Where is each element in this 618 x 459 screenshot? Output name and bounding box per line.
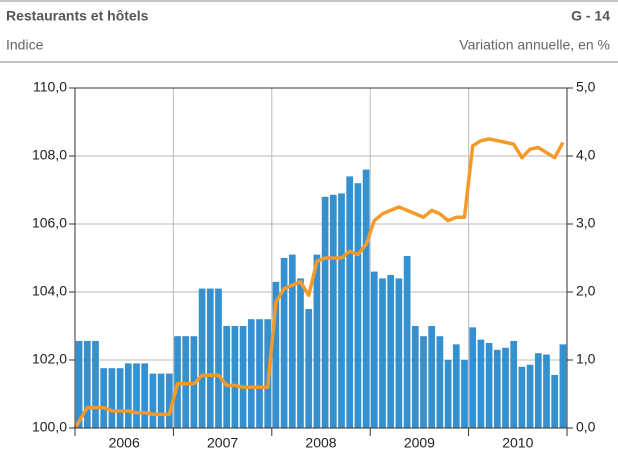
bar (370, 271, 378, 428)
bar (526, 364, 534, 428)
bar (444, 360, 452, 428)
y2-axis-label: Variation annuelle, en % (459, 37, 610, 53)
bar (452, 344, 460, 428)
bar (141, 363, 149, 428)
bar (100, 368, 108, 428)
bar (288, 254, 296, 428)
bar (551, 374, 559, 428)
bar (272, 281, 280, 428)
bar (133, 363, 140, 428)
bar (280, 258, 288, 428)
bar (485, 343, 493, 428)
bar (149, 373, 157, 428)
bar (502, 347, 509, 428)
y2-tick-label: 5,0 (576, 79, 596, 95)
bar (518, 366, 526, 428)
y2-tick-label: 3,0 (576, 215, 596, 231)
x-tick-label: 2010 (502, 435, 533, 451)
y2-tick-label: 4,0 (576, 147, 596, 163)
bar (559, 344, 567, 428)
bar (247, 319, 255, 428)
y-tick-label: 102,0 (32, 351, 67, 367)
bar (543, 354, 550, 428)
bar (239, 326, 247, 428)
x-tick-label: 2007 (207, 435, 238, 451)
y2-tick-label: 2,0 (576, 283, 596, 299)
y-tick-label: 108,0 (32, 147, 67, 163)
bar (223, 326, 231, 428)
bar (362, 169, 370, 428)
bar (338, 193, 345, 428)
bar (108, 368, 116, 428)
bar (329, 194, 337, 428)
chart-code: G - 14 (571, 8, 610, 24)
bar (231, 326, 239, 428)
bar (395, 278, 403, 428)
bar (92, 340, 99, 428)
bar (124, 363, 132, 428)
bar (387, 275, 395, 428)
x-tick-label: 2009 (404, 435, 435, 451)
y-tick-label: 106,0 (32, 215, 67, 231)
bar (165, 373, 173, 428)
line (73, 137, 565, 429)
bar (379, 278, 386, 428)
bar (477, 339, 485, 428)
bar (313, 254, 321, 428)
bar (469, 327, 477, 428)
bar (305, 309, 313, 428)
bar (116, 368, 124, 428)
y2-tick-label: 0,0 (576, 419, 596, 435)
bar (215, 288, 222, 428)
bar (297, 278, 304, 428)
bar (206, 288, 214, 428)
y-tick-label: 104,0 (32, 283, 67, 299)
bar (428, 326, 436, 428)
bar (411, 326, 419, 428)
y-tick-label: 110,0 (33, 79, 67, 95)
bar (346, 176, 354, 428)
plot-frame (74, 87, 568, 429)
bar (534, 353, 542, 428)
x-tick-label: 2008 (305, 435, 336, 451)
bar (198, 288, 206, 428)
bar (461, 360, 468, 428)
bar (354, 183, 362, 428)
bar (157, 373, 165, 428)
chart-title: Restaurants et hôtels (6, 8, 149, 24)
bar (436, 336, 444, 428)
bar (321, 196, 329, 428)
bar (75, 340, 83, 428)
bar (403, 255, 411, 428)
y2-tick-label: 1,0 (576, 351, 596, 367)
bar (510, 340, 518, 428)
bar (83, 340, 91, 428)
bar (420, 336, 427, 428)
x-tick-label: 2006 (109, 435, 140, 451)
y-axis-label: Indice (6, 37, 44, 53)
y-tick-label: 100,0 (32, 419, 67, 435)
bar (493, 349, 501, 428)
bar (256, 319, 263, 428)
